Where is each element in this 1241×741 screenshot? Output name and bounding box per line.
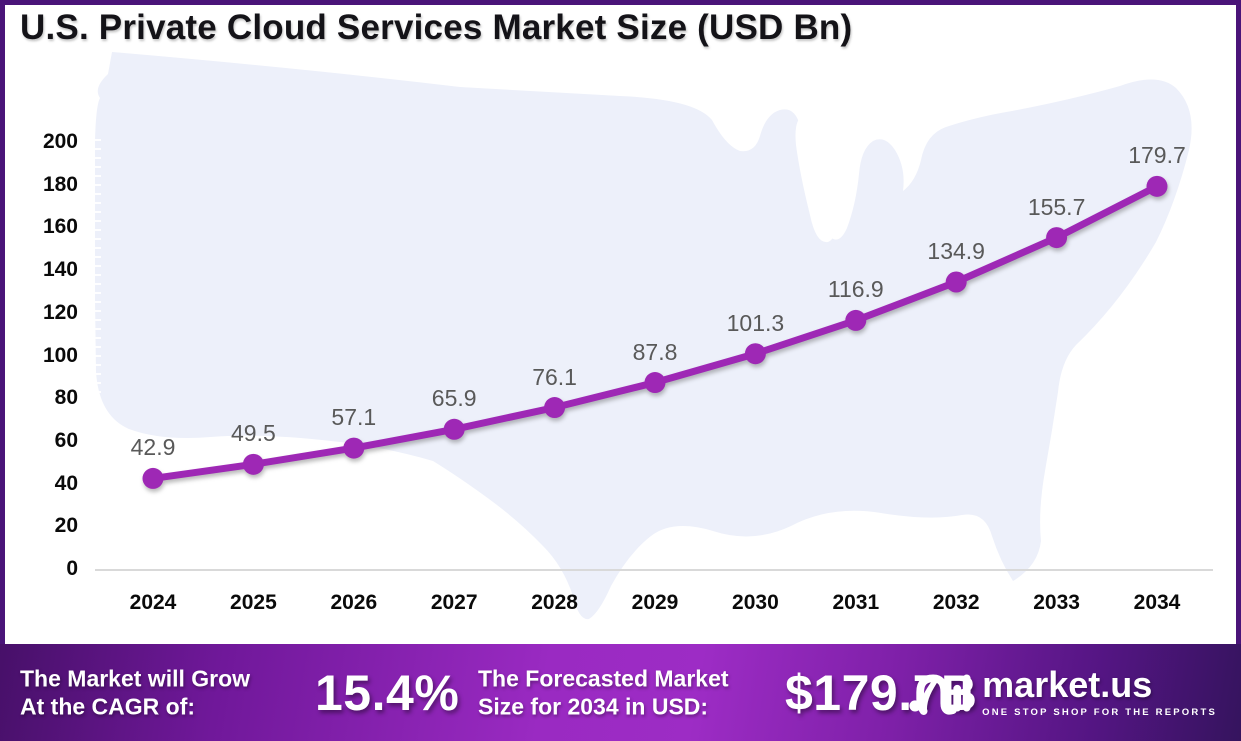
data-point-marker-2033: [1046, 227, 1068, 249]
chart-title: U.S. Private Cloud Services Market Size …: [20, 8, 853, 47]
data-label-2033: 155.7: [1027, 193, 1086, 220]
cagr-label-line1: The Market will Grow: [20, 664, 251, 691]
x-axis-label-2029: 2029: [631, 591, 679, 614]
market-us-logo: market.us ONE STOP SHOP FOR THE REPORTS: [909, 666, 1217, 720]
data-point-marker-2030: [744, 343, 766, 365]
data-label-2025: 49.5: [231, 420, 276, 447]
y-axis-minor-ticks: [93, 139, 101, 424]
y-axis-label-100: 100: [42, 343, 78, 367]
data-label-2031: 116.9: [827, 276, 884, 303]
data-label-2027: 65.9: [431, 385, 477, 412]
data-point-marker-2031: [845, 309, 867, 331]
y-axis-label-200: 200: [42, 130, 78, 153]
x-axis-label-2024: 2024: [129, 591, 177, 614]
x-axis-label-2032: 2032: [932, 591, 980, 614]
x-axis-label-2028: 2028: [531, 591, 578, 614]
data-label-2028: 76.1: [532, 363, 577, 390]
data-label-2026: 57.1: [331, 404, 377, 431]
lake-michigan-cutout: [795, 116, 836, 243]
x-axis-label-2031: 2031: [832, 591, 880, 614]
data-point-marker-2034: [1146, 175, 1168, 197]
x-axis-label-2034: 2034: [1133, 591, 1181, 614]
y-axis-label-160: 160: [42, 215, 78, 239]
x-axis-label-2033: 2033: [1033, 591, 1080, 614]
forecast-label: The Forecasted Market Size for 2034 in U…: [478, 664, 729, 721]
data-point-marker-2024: [142, 467, 164, 489]
y-axis-label-120: 120: [42, 300, 78, 324]
data-point-marker-2032: [945, 271, 967, 293]
data-point-marker-2026: [343, 437, 365, 459]
x-axis-label-2026: 2026: [330, 591, 378, 614]
y-axis-label-60: 60: [54, 428, 78, 452]
forecast-label-line1: The Forecasted Market: [478, 664, 729, 691]
data-point-marker-2025: [242, 453, 264, 475]
brand-text: market.us ONE STOP SHOP FOR THE REPORTS: [982, 664, 1217, 719]
y-axis-label-140: 140: [42, 258, 78, 282]
data-point-marker-2029: [644, 372, 666, 394]
market-us-logo-icon: [909, 673, 971, 715]
data-label-2030: 101.3: [726, 309, 785, 336]
data-label-2032: 134.9: [927, 237, 985, 264]
y-axis-label-40: 40: [54, 471, 78, 495]
data-point-marker-2027: [443, 418, 465, 440]
data-label-2029: 87.8: [632, 338, 678, 365]
data-point-marker-2028: [544, 397, 566, 419]
x-axis-label-2027: 2027: [430, 591, 478, 614]
x-axis-label-2030: 2030: [732, 591, 779, 614]
y-axis-label-0: 0: [66, 557, 78, 580]
x-axis-label-2025: 2025: [230, 591, 277, 614]
footer-banner: The Market will Grow At the CAGR of: 15.…: [0, 644, 1241, 741]
data-label-2024: 42.9: [130, 434, 176, 461]
cagr-label: The Market will Grow At the CAGR of:: [20, 664, 250, 721]
x-axis-line: [95, 569, 1213, 571]
forecast-label-line2: Size for 2034 in USD:: [478, 693, 709, 720]
cagr-label-line2: At the CAGR of:: [20, 693, 196, 720]
brand-name: market.us: [982, 664, 1153, 705]
cagr-value: 15.4%: [315, 664, 460, 721]
y-axis-label-180: 180: [42, 172, 78, 196]
y-axis-label-80: 80: [54, 386, 78, 410]
data-label-2034: 179.7: [1128, 142, 1186, 169]
y-axis-label-20: 20: [54, 514, 78, 538]
brand-tagline: ONE STOP SHOP FOR THE REPORTS: [982, 707, 1217, 718]
